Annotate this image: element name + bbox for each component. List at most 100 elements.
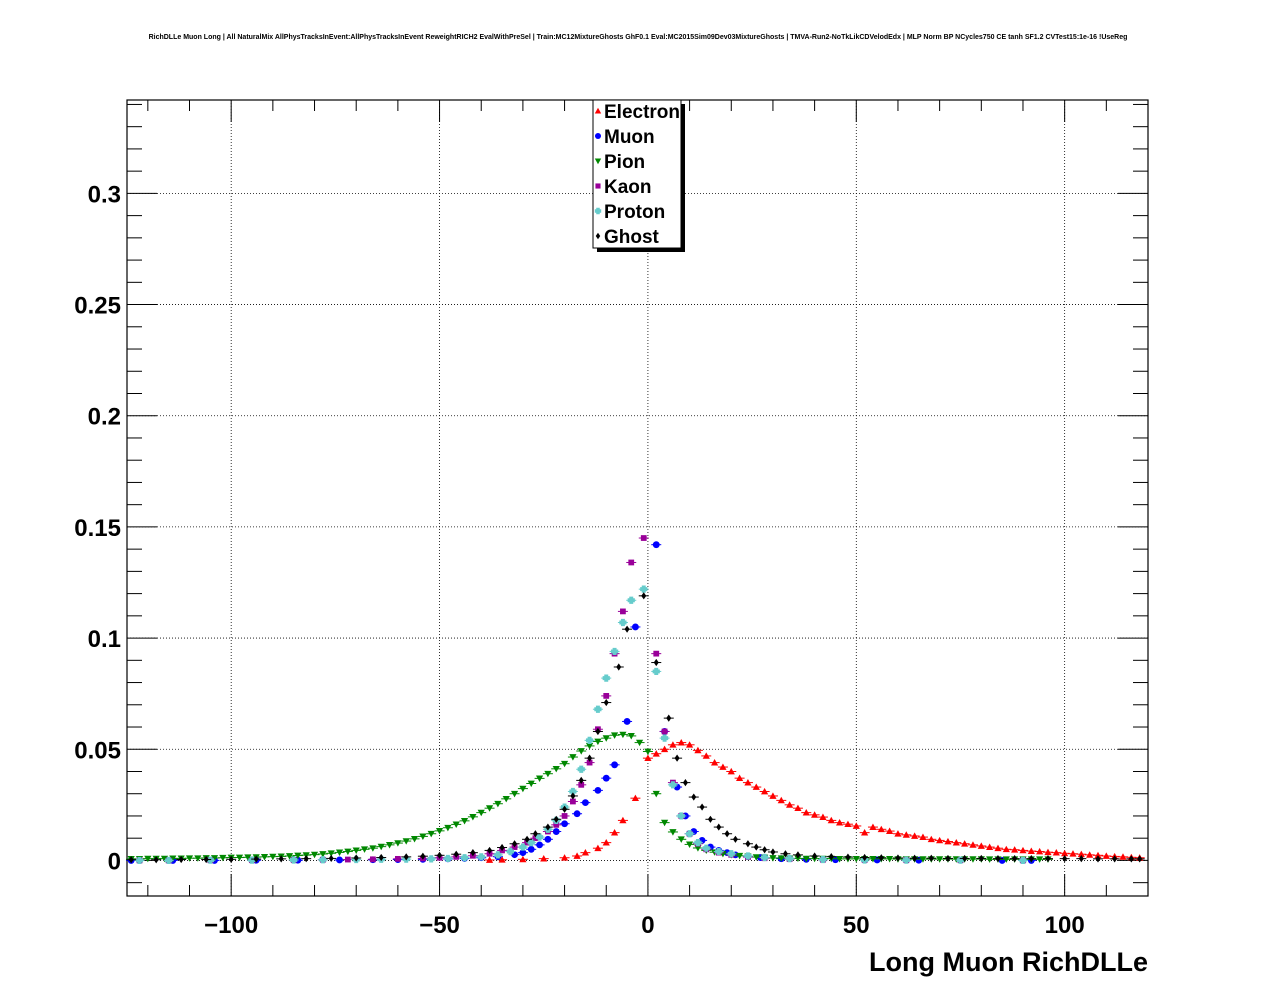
data-point (770, 848, 776, 856)
legend-label: Kaon (604, 177, 652, 198)
data-point (691, 793, 697, 801)
series-proton (134, 585, 1028, 865)
y-tick-label: 0.1 (88, 626, 121, 653)
y-tick-label: 0.3 (88, 181, 121, 208)
data-point (702, 844, 710, 852)
legend-item-electron[interactable]: Electron (594, 102, 680, 123)
data-point (986, 843, 994, 850)
data-point (527, 780, 535, 788)
data-point (502, 795, 510, 803)
data-point (986, 856, 994, 863)
data-point (228, 855, 234, 863)
data-point (936, 836, 944, 844)
data-point (553, 815, 559, 823)
data-point (573, 810, 581, 818)
legend-item-proton[interactable]: Proton (594, 202, 665, 223)
data-point (962, 854, 968, 863)
data-point (660, 819, 669, 827)
data-point (745, 840, 751, 848)
data-point (477, 809, 485, 817)
data-point (631, 794, 640, 802)
data-point (1078, 855, 1084, 863)
data-point (619, 618, 627, 627)
data-point (877, 825, 885, 833)
data-point (1128, 855, 1134, 863)
data-point (902, 831, 910, 838)
data-point (536, 841, 543, 849)
data-point (969, 841, 977, 848)
legend-item-kaon[interactable]: Kaon (595, 177, 652, 198)
data-point (581, 849, 590, 856)
data-point (420, 852, 426, 860)
data-point (1027, 847, 1035, 854)
y-tick-label: 0 (108, 848, 121, 875)
data-point (828, 853, 834, 861)
data-point (610, 829, 619, 836)
data-point (594, 705, 602, 713)
data-point (862, 853, 868, 862)
data-point (569, 754, 577, 761)
data-point (802, 855, 810, 863)
data-point (631, 623, 639, 631)
data-points (126, 535, 1145, 865)
data-point (624, 625, 630, 633)
data-point (627, 733, 635, 740)
data-point (290, 856, 298, 864)
data-point (602, 839, 610, 846)
y-tick-label: 0.15 (74, 515, 121, 542)
data-point (402, 838, 410, 845)
legend[interactable]: Electron Muon Pion Kaon Proton Ghost (592, 99, 685, 252)
x-tick-label: 100 (1045, 912, 1085, 939)
data-point (1044, 848, 1052, 856)
data-point (544, 835, 552, 843)
legend-label: Proton (604, 202, 665, 223)
data-point (581, 799, 589, 807)
legend-label: Pion (604, 152, 645, 173)
data-point (919, 856, 927, 863)
y-tick-label: 0.05 (74, 737, 121, 764)
data-point (578, 781, 585, 788)
data-point (653, 658, 659, 667)
x-tick-label: −100 (204, 912, 258, 939)
data-point (895, 854, 901, 862)
data-point (477, 853, 485, 861)
data-point (519, 849, 527, 857)
data-point (485, 856, 494, 863)
data-point (1062, 855, 1068, 863)
data-point (594, 844, 602, 852)
data-point (836, 855, 844, 863)
data-point (777, 855, 785, 862)
data-point (685, 841, 694, 849)
legend-marker (594, 132, 602, 140)
data-point (577, 765, 585, 773)
legend-item-ghost[interactable]: Ghost (595, 227, 660, 248)
data-point (319, 856, 327, 864)
data-point (577, 748, 585, 755)
data-point (861, 829, 869, 836)
data-point (894, 830, 902, 837)
x-tick-label: −50 (419, 912, 460, 939)
data-point (594, 786, 602, 794)
data-point (961, 840, 969, 847)
data-point (453, 850, 459, 858)
data-point (1052, 849, 1060, 856)
data-point (498, 856, 506, 863)
legend-marker (594, 158, 602, 165)
data-point (535, 833, 544, 841)
data-point (794, 804, 802, 812)
data-point (394, 855, 401, 862)
data-point (586, 759, 593, 766)
data-point (185, 855, 194, 862)
data-point (945, 854, 951, 863)
legend-item-pion[interactable]: Pion (594, 152, 645, 173)
data-point (1012, 855, 1018, 863)
data-point (310, 851, 319, 859)
data-point (278, 855, 284, 863)
data-point (682, 779, 688, 787)
data-point (336, 856, 343, 864)
data-point (570, 792, 576, 800)
data-point (677, 812, 685, 820)
legend-item-muon[interactable]: Muon (594, 127, 655, 148)
series-ghost (126, 592, 1145, 864)
data-point (727, 767, 735, 775)
